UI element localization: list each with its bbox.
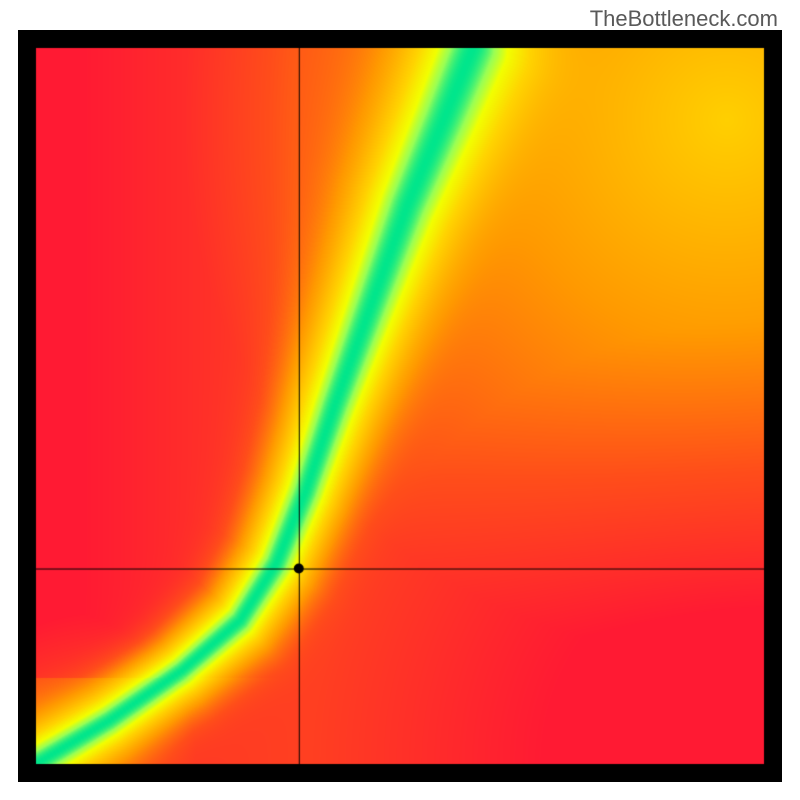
heatmap-canvas [18,30,782,782]
watermark-text: TheBottleneck.com [590,6,778,32]
heatmap-plot [18,30,782,782]
chart-container: TheBottleneck.com [0,0,800,800]
